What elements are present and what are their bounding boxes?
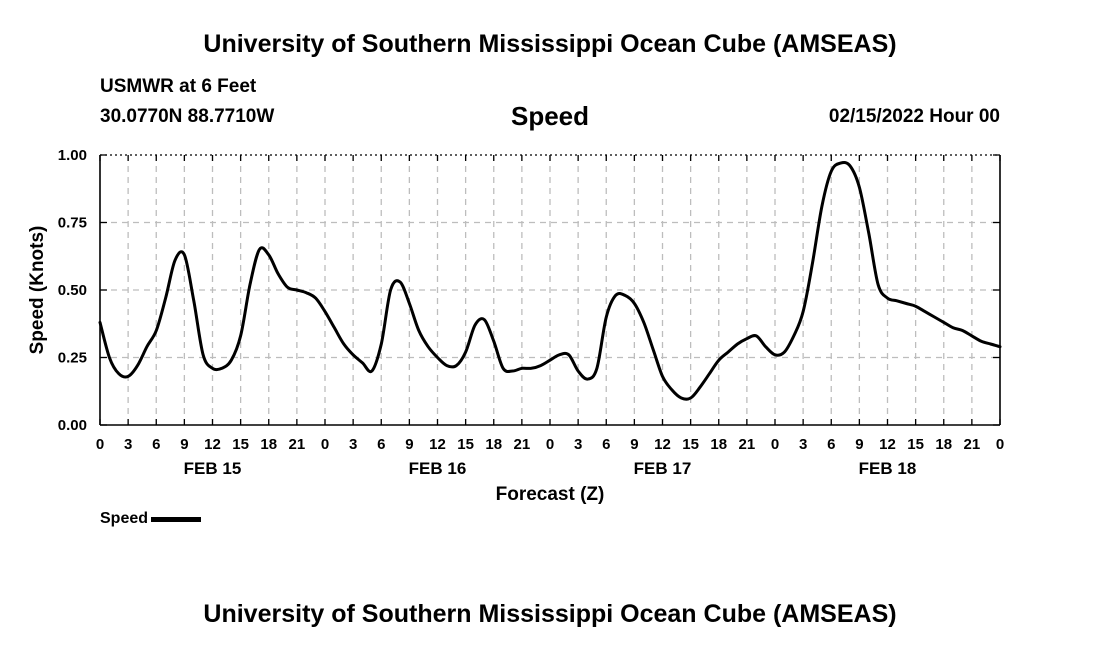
y-axis-label: Speed (Knots) bbox=[27, 226, 48, 355]
x-tick-label: 15 bbox=[457, 436, 474, 453]
x-tick-label: 9 bbox=[180, 436, 188, 453]
x-tick-label: 0 bbox=[771, 436, 779, 453]
x-tick-label: 3 bbox=[574, 436, 582, 453]
day-label: FEB 16 bbox=[409, 459, 467, 478]
x-tick-label: 12 bbox=[204, 436, 221, 453]
x-tick-label: 9 bbox=[405, 436, 413, 453]
x-tick-label: 6 bbox=[602, 436, 610, 453]
x-tick-label: 21 bbox=[964, 436, 981, 453]
x-tick-label: 6 bbox=[377, 436, 385, 453]
x-tick-label: 9 bbox=[855, 436, 863, 453]
x-tick-label: 6 bbox=[152, 436, 160, 453]
x-tick-label: 21 bbox=[514, 436, 531, 453]
x-tick-label: 3 bbox=[799, 436, 807, 453]
station-coordinates: 30.0770N 88.7710W bbox=[100, 106, 275, 127]
speed-series-line bbox=[98, 161, 1002, 401]
x-tick-label: 21 bbox=[739, 436, 756, 453]
x-tick-label: 18 bbox=[485, 436, 502, 453]
x-tick-label: 0 bbox=[321, 436, 329, 453]
x-axis-label: Forecast (Z) bbox=[496, 484, 605, 505]
y-tick-label: 0.75 bbox=[58, 215, 87, 232]
x-tick-label: 21 bbox=[289, 436, 306, 453]
y-tick-label: 0.50 bbox=[58, 282, 87, 299]
y-tick-label: 1.00 bbox=[58, 147, 87, 164]
x-tick-label: 3 bbox=[349, 436, 357, 453]
page-title-bottom: University of Southern Mississippi Ocean… bbox=[203, 600, 897, 628]
day-label: FEB 17 bbox=[634, 459, 692, 478]
x-tick-label: 18 bbox=[710, 436, 727, 453]
chart-ticks: 0 3 6 9 12 15 18 21 0 3 6 9 12 15 18 21 0 3 6 9 12 15 18 21 0 3 6 9… bbox=[58, 147, 1004, 478]
x-tick-label: 12 bbox=[654, 436, 671, 453]
x-tick-label: 18 bbox=[260, 436, 277, 453]
x-tick-label: 15 bbox=[682, 436, 699, 453]
day-label: FEB 18 bbox=[859, 459, 917, 478]
legend-swatch bbox=[151, 516, 202, 522]
chart-legend: Speed bbox=[100, 510, 202, 528]
x-tick-label: 9 bbox=[630, 436, 638, 453]
x-tick-label: 12 bbox=[879, 436, 896, 453]
page-title-top: University of Southern Mississippi Ocean… bbox=[203, 30, 897, 58]
legend-label: Speed bbox=[100, 510, 149, 527]
x-tick-label: 12 bbox=[429, 436, 446, 453]
x-tick-label: 0 bbox=[546, 436, 554, 453]
x-tick-label: 18 bbox=[935, 436, 952, 453]
x-tick-label: 0 bbox=[996, 436, 1004, 453]
y-tick-label: 0.25 bbox=[58, 350, 87, 367]
x-tick-label: 15 bbox=[232, 436, 249, 453]
station-label: USMWR at 6 Feet bbox=[100, 76, 257, 97]
chart-grid bbox=[100, 155, 1000, 425]
chart-title: Speed bbox=[510, 101, 590, 131]
y-tick-label: 0.00 bbox=[58, 417, 87, 434]
x-tick-label: 6 bbox=[827, 436, 835, 453]
forecast-datetime: 02/15/2022 Hour 00 bbox=[828, 106, 1000, 127]
x-tick-label: 15 bbox=[907, 436, 924, 453]
day-label: FEB 15 bbox=[184, 459, 242, 478]
x-tick-label: 0 bbox=[96, 436, 104, 453]
x-tick-label: 3 bbox=[124, 436, 132, 453]
